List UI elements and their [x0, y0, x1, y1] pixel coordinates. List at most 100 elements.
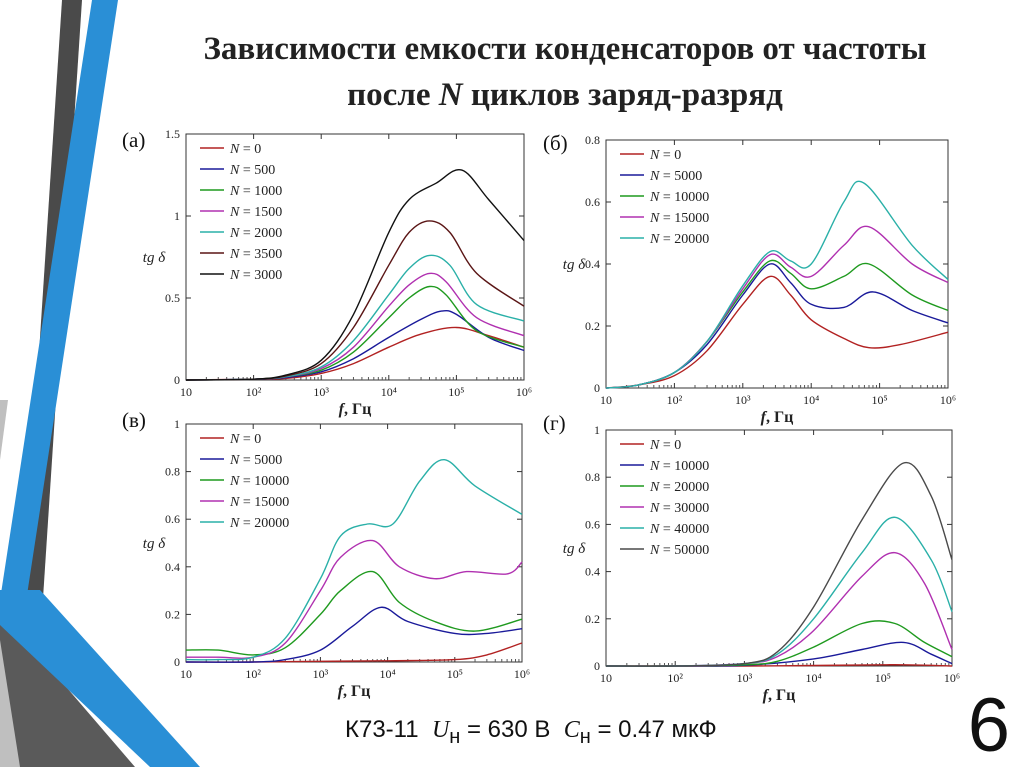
series-line-b-0 — [605, 275, 949, 389]
x-tick-label-b-0: 10 — [600, 393, 612, 407]
legend-label-b-5000: N = 5000 — [649, 169, 702, 184]
deco-blue-stripe-bottom — [0, 590, 200, 767]
y-tick-label-b-2: 0.4 — [585, 257, 600, 271]
x-tick-label-b-2: 10³ — [735, 393, 751, 407]
x-tick-label-b-5: 10⁶ — [940, 393, 956, 407]
chart-g: 10 10² 10³ 10⁴ 10⁵ 10⁶ 0 0.2 0.4 0.6 0.8 1 tg δ f, Гц… — [563, 423, 960, 704]
legend-label-v-5000: N = 5000 — [229, 453, 282, 468]
y-tick-label-b-3: 0.6 — [585, 195, 600, 209]
legend-label-b-15000: N = 15000 — [649, 211, 709, 226]
y-tick-label-v-1: 0.2 — [165, 607, 180, 621]
legend-label-g-10000: N = 10000 — [649, 459, 709, 474]
x-tick-label-v-0: 10 — [180, 667, 192, 681]
y-tick-label-g-0: 0 — [594, 659, 600, 673]
x-tick-label-v-3: 10⁴ — [380, 667, 396, 681]
footer-u-symbol: U — [431, 717, 450, 743]
x-axis-label-b: f, Гц — [761, 409, 794, 426]
series-line-v-20000 — [185, 458, 523, 661]
x-tick-label-g-3: 10⁴ — [806, 671, 822, 685]
legend-label-v-10000: N = 10000 — [229, 474, 289, 489]
x-tick-label-g-0: 10 — [600, 671, 612, 685]
x-tick-label-a-4: 10⁵ — [448, 385, 464, 399]
panel-label-b: (б) — [543, 131, 568, 155]
y-tick-label-v-3: 0.6 — [165, 512, 180, 526]
x-tick-label-b-4: 10⁵ — [872, 393, 888, 407]
x-axis-label-a: f, Гц — [339, 401, 372, 418]
series-line-v-10000 — [185, 570, 523, 656]
x-tick-label-b-3: 10⁴ — [803, 393, 819, 407]
legend-label-a-500: N = 500 — [229, 163, 275, 178]
x-axis-label-g: f, Гц — [763, 687, 796, 704]
deco-blue-stripe — [0, 0, 118, 680]
legend-label-v-0: N = 0 — [229, 432, 261, 447]
x-tick-label-a-3: 10⁴ — [381, 385, 397, 399]
y-tick-label-b-0: 0 — [594, 381, 600, 395]
panel-label-a: (а) — [122, 128, 146, 152]
slide-title: Зависимости емкости конденсаторов от час… — [110, 26, 1020, 118]
legend-label-a-1000: N = 1000 — [229, 184, 282, 199]
plot-area-v — [185, 423, 523, 663]
x-tick-label-a-0: 10 — [180, 385, 192, 399]
legend-label-g-50000: N = 50000 — [649, 543, 709, 558]
legend-label-a-3500: N = 3500 — [229, 247, 282, 262]
legend-label-a-3000: N = 3000 — [229, 268, 282, 283]
footer-c-sub: н — [579, 725, 591, 748]
y-tick-label-v-4: 0.8 — [165, 465, 180, 479]
footer-model: К73-11 — [345, 716, 419, 743]
series-line-a-3000 — [185, 168, 525, 381]
x-axis-label-v: f, Гц — [338, 683, 371, 700]
x-tick-label-b-1: 10² — [667, 393, 683, 407]
y-tick-label-v-0: 0 — [174, 655, 180, 669]
x-tick-label-v-5: 10⁶ — [514, 667, 530, 681]
y-axis-label-a: tg δ — [143, 250, 166, 266]
x-tick-label-v-2: 10³ — [313, 667, 329, 681]
y-tick-label-b-4: 0.8 — [585, 133, 600, 147]
x-tick-label-g-1: 10² — [667, 671, 683, 685]
y-axis-label-g: tg δ — [563, 541, 586, 557]
legend-label-g-40000: N = 40000 — [649, 522, 709, 537]
legend-label-b-10000: N = 10000 — [649, 190, 709, 205]
y-tick-label-a-1: 0.5 — [165, 291, 180, 305]
y-axis-label-b: tg δ — [563, 257, 586, 273]
y-tick-label-a-0: 0 — [174, 373, 180, 387]
title-line-1: Зависимости емкости конденсаторов от час… — [203, 31, 927, 67]
series-line-b-20000 — [605, 180, 949, 389]
x-tick-label-g-4: 10⁵ — [875, 671, 891, 685]
x-tick-label-g-5: 10⁶ — [944, 671, 960, 685]
y-tick-label-v-5: 1 — [174, 417, 180, 431]
y-tick-label-b-1: 0.2 — [585, 319, 600, 333]
legend-label-b-20000: N = 20000 — [649, 232, 709, 247]
legend-label-g-30000: N = 30000 — [649, 501, 709, 516]
footer-c-symbol: C — [563, 717, 580, 743]
legend-label-v-20000: N = 20000 — [229, 516, 289, 531]
legend-label-g-20000: N = 20000 — [649, 480, 709, 495]
y-tick-label-a-2: 1 — [174, 209, 180, 223]
x-tick-label-v-4: 10⁵ — [447, 667, 463, 681]
x-tick-label-g-2: 10³ — [737, 671, 753, 685]
chart-b: 10 10² 10³ 10⁴ 10⁵ 10⁶ 0 0.2 0.4 0.6 0.8 tg δ f, Гц N… — [563, 133, 956, 426]
legend-label-v-15000: N = 15000 — [229, 495, 289, 510]
x-tick-label-a-5: 10⁶ — [516, 385, 532, 399]
footer-u-value: = 630 В — [460, 716, 551, 743]
chart-v: 10 10² 10³ 10⁴ 10⁵ 10⁶ 0 0.2 0.4 0.6 0.8 1 tg δ f, Гц… — [143, 417, 530, 700]
deco-light-stripe-bottom — [0, 640, 20, 767]
series-line-v-5000 — [185, 606, 523, 663]
panel-label-g: (г) — [543, 411, 566, 435]
y-axis-label-v: tg δ — [143, 536, 166, 552]
x-tick-label-a-1: 10² — [246, 385, 262, 399]
footer-c-value: = 0.47 мкФ — [590, 716, 717, 743]
series-line-g-50000 — [605, 461, 953, 667]
page-number: 6 — [967, 683, 1010, 768]
y-tick-label-g-1: 0.2 — [585, 612, 600, 626]
legend-label-a-0: N = 0 — [229, 142, 261, 157]
footer-u-sub: н — [449, 725, 461, 748]
deco-light-stripe — [0, 400, 8, 460]
title-line-2: после N циклов заряд-разряд — [347, 77, 783, 113]
y-tick-label-g-2: 0.4 — [585, 565, 600, 579]
y-tick-label-g-3: 0.6 — [585, 517, 600, 531]
y-tick-label-g-5: 1 — [594, 423, 600, 437]
y-tick-label-g-4: 0.8 — [585, 470, 600, 484]
panel-label-v: (в) — [122, 408, 146, 432]
legend-label-g-0: N = 0 — [649, 438, 681, 453]
